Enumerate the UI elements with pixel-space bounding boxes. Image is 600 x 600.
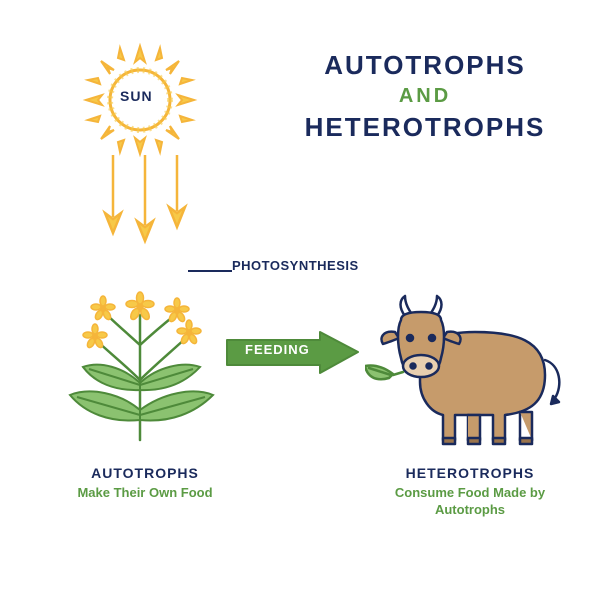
- plant-icon: [55, 245, 225, 445]
- feeding-label: FEEDING: [245, 342, 310, 357]
- sun-rays-arrows: [95, 155, 195, 255]
- caption-heterotrophs: HETEROTROPHS Consume Food Made by Autotr…: [370, 465, 570, 519]
- caption-left-title: AUTOTROPHS: [55, 465, 235, 481]
- title-block: AUTOTROPHS AND HETEROTROPHS: [270, 50, 580, 143]
- title-and: AND: [270, 85, 580, 108]
- title-line-2: HETEROTROPHS: [270, 112, 580, 143]
- caption-right-sub: Consume Food Made by Autotrophs: [370, 485, 570, 519]
- sun-label: SUN: [120, 88, 153, 104]
- caption-left-sub: Make Their Own Food: [55, 485, 235, 502]
- caption-right-title: HETEROTROPHS: [370, 465, 570, 481]
- title-line-1: AUTOTROPHS: [270, 50, 580, 81]
- cow-icon: [365, 290, 565, 460]
- photosynthesis-pointer: [188, 270, 232, 272]
- caption-autotrophs: AUTOTROPHS Make Their Own Food: [55, 465, 235, 502]
- photosynthesis-label: PHOTOSYNTHESIS: [232, 258, 359, 273]
- diagram-canvas: AUTOTROPHS AND HETEROTROPHS: [0, 0, 600, 600]
